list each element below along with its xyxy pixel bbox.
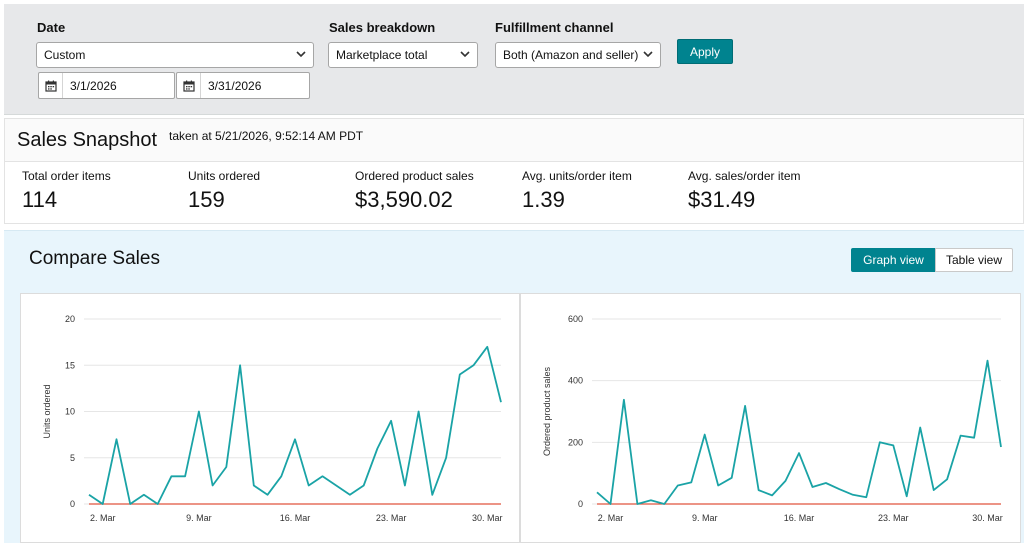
x-tick-label: 30. Mar [972, 513, 1003, 523]
metric-label: Avg. sales/order item [688, 169, 801, 183]
end-date-input[interactable]: 3/31/2026 [176, 72, 310, 99]
x-tick-label: 9. Mar [692, 513, 718, 523]
calendar-icon[interactable] [177, 73, 201, 98]
end-date-value: 3/31/2026 [208, 78, 262, 93]
metric-units-ordered: Units ordered 159 [188, 169, 260, 213]
metric-value: $3,590.02 [355, 187, 453, 212]
metric-avg-units-per-order-item: Avg. units/order item 1.39 [522, 169, 632, 213]
compare-sales-title: Compare Sales [29, 248, 160, 269]
graph-view-button[interactable]: Graph view [851, 248, 936, 272]
sales-breakdown-label: Sales breakdown [329, 20, 436, 35]
table-view-button[interactable]: Table view [935, 248, 1013, 272]
metric-label: Units ordered [188, 169, 261, 183]
ordered-product-sales-chart-panel: 0 200 400 600 2. Mar 9. Mar 16. Mar 23. Mar 30. … [520, 293, 1021, 543]
x-tick-label: 23. Mar [376, 513, 407, 523]
x-tick-label: 23. Mar [878, 513, 909, 523]
fulfillment-channel-label: Fulfillment channel [495, 20, 614, 35]
y-tick-label: 20 [65, 314, 75, 324]
y-tick-label: 10 [65, 407, 75, 417]
units-ordered-chart: 0 5 10 15 20 2. Mar 9. Mar 16. Mar 23. Mar 30. Ma… [42, 314, 503, 523]
date-range-select[interactable]: Custom [36, 42, 314, 68]
fulfillment-channel-select[interactable]: Both (Amazon and seller) [495, 42, 661, 68]
sales-breakdown-select[interactable]: Marketplace total [328, 42, 478, 68]
snapshot-timestamp: taken at 5/21/2026, 9:52:14 AM PDT [169, 129, 364, 143]
x-tick-label: 2. Mar [90, 513, 116, 523]
y-tick-label: 400 [568, 376, 583, 386]
chevron-down-icon [296, 51, 306, 58]
x-tick-label: 2. Mar [598, 513, 624, 523]
metric-avg-sales-per-order-item: Avg. sales/order item $31.49 [688, 169, 801, 213]
metric-value: 159 [188, 187, 225, 212]
metric-value: 1.39 [522, 187, 565, 212]
date-range-value: Custom [44, 48, 86, 62]
start-date-value: 3/1/2026 [70, 78, 117, 93]
metric-total-order-items: Total order items 114 [22, 169, 111, 213]
y-tick-label: 200 [568, 437, 583, 447]
y-axis-label: Ordered product sales [542, 366, 552, 456]
metric-ordered-product-sales: Ordered product sales $3,590.02 [355, 169, 474, 213]
y-tick-label: 0 [70, 499, 75, 509]
apply-button[interactable]: Apply [677, 39, 733, 64]
series-line [596, 359, 1002, 505]
sales-breakdown-value: Marketplace total [336, 48, 428, 62]
y-tick-label: 600 [568, 314, 583, 324]
x-tick-label: 16. Mar [280, 513, 311, 523]
chevron-down-icon [643, 51, 653, 58]
y-tick-label: 5 [70, 453, 75, 463]
x-tick-label: 16. Mar [784, 513, 815, 523]
chevron-down-icon [460, 51, 470, 58]
metric-value: $31.49 [688, 187, 756, 212]
sales-snapshot-header: Sales Snapshot taken at 5/21/2026, 9:52:… [4, 118, 1024, 162]
metric-value: 114 [22, 187, 58, 212]
x-tick-label: 30. Mar [472, 513, 503, 523]
page-title: Sales Snapshot [17, 129, 158, 151]
metric-label: Ordered product sales [355, 169, 474, 183]
y-axis-label: Units ordered [42, 384, 52, 438]
calendar-icon[interactable] [39, 73, 63, 98]
y-tick-label: 15 [65, 360, 75, 370]
series-line [88, 345, 502, 505]
metric-label: Avg. units/order item [522, 169, 632, 183]
ordered-product-sales-chart: 0 200 400 600 2. Mar 9. Mar 16. Mar 23. Mar 30. … [542, 314, 1003, 523]
y-tick-label: 0 [578, 499, 583, 509]
units-ordered-chart-panel: 0 5 10 15 20 2. Mar 9. Mar 16. Mar 23. Mar 30. Ma… [20, 293, 520, 543]
sales-snapshot-metrics: Total order items 114 Units ordered 159 … [4, 162, 1024, 224]
date-label: Date [37, 20, 66, 35]
fulfillment-channel-value: Both (Amazon and seller) [503, 48, 639, 62]
start-date-input[interactable]: 3/1/2026 [38, 72, 175, 99]
filter-bar: Date Custom 3/1/2026 3/31/2026 Sales bre… [4, 4, 1024, 115]
metric-label: Total order items [22, 169, 111, 183]
x-tick-label: 9. Mar [186, 513, 212, 523]
